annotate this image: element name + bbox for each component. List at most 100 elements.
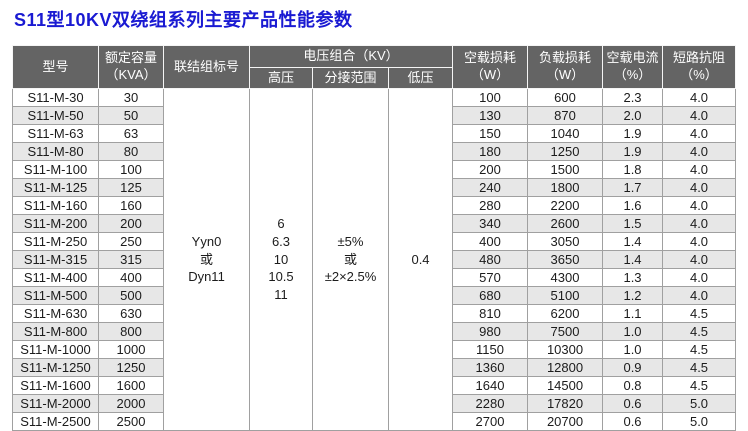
cell-capacity: 2500 <box>98 412 164 431</box>
table-row: S11-M-160 160 280 2200 1.6 4.0 <box>12 196 737 215</box>
cell-model: S11-M-630 <box>12 304 99 323</box>
col-header-no-load-current: 空载电流 （%） <box>602 45 664 89</box>
cell-no-load-current: 2.0 <box>602 106 664 125</box>
cell-load-loss: 2200 <box>527 196 604 215</box>
cell-capacity: 800 <box>98 322 164 341</box>
col-header-short-circuit: 短路抗阻 （%） <box>662 45 737 89</box>
col-header-model: 型号 <box>12 45 99 89</box>
cell-capacity: 500 <box>98 286 164 305</box>
cell-no-load-current: 1.2 <box>602 286 664 305</box>
table-row: S11-M-800 800 980 7500 1.0 4.5 <box>12 322 737 341</box>
cell-load-loss: 1250 <box>527 142 604 161</box>
cell-short-circuit: 4.0 <box>662 196 737 215</box>
cell-no-load-current: 0.6 <box>602 412 664 431</box>
col-header-load-loss: 负载损耗 （W） <box>527 45 604 89</box>
cell-load-loss: 6200 <box>527 304 604 323</box>
table-row: S11-M-2500 2500 2700 20700 0.6 5.0 <box>12 412 737 431</box>
cell-no-load-current: 1.4 <box>602 250 664 269</box>
cell-no-load-loss: 280 <box>452 196 529 215</box>
cell-model: S11-M-80 <box>12 142 99 161</box>
cell-merged-low-voltage: 0.4 <box>387 88 454 431</box>
cell-load-loss: 10300 <box>527 340 604 359</box>
cell-model: S11-M-800 <box>12 322 99 341</box>
cell-no-load-current: 1.9 <box>602 142 664 161</box>
cell-model: S11-M-160 <box>12 196 99 215</box>
table-row: S11-M-80 80 180 1250 1.9 4.0 <box>12 142 737 161</box>
cell-load-loss: 20700 <box>527 412 604 431</box>
cell-no-load-current: 1.7 <box>602 178 664 197</box>
cell-capacity: 400 <box>98 268 164 287</box>
cell-no-load-loss: 200 <box>452 160 529 179</box>
table-row: S11-M-1250 1250 1360 12800 0.9 4.5 <box>12 358 737 377</box>
col-header-high-voltage: 高压 <box>249 67 313 89</box>
cell-no-load-loss: 1150 <box>452 340 529 359</box>
cell-model: S11-M-63 <box>12 124 99 143</box>
cell-model: S11-M-200 <box>12 214 99 233</box>
cell-capacity: 160 <box>98 196 164 215</box>
cell-no-load-loss: 150 <box>452 124 529 143</box>
cell-short-circuit: 4.5 <box>662 322 737 341</box>
cell-no-load-current: 1.5 <box>602 214 664 233</box>
cell-model: S11-M-30 <box>12 88 99 107</box>
cell-model: S11-M-50 <box>12 106 99 125</box>
cell-model: S11-M-125 <box>12 178 99 197</box>
cell-no-load-current: 1.0 <box>602 340 664 359</box>
cell-no-load-loss: 480 <box>452 250 529 269</box>
table-row: S11-M-630 630 810 6200 1.1 4.5 <box>12 304 737 323</box>
cell-no-load-loss: 100 <box>452 88 529 107</box>
cell-capacity: 100 <box>98 160 164 179</box>
cell-model: S11-M-1250 <box>12 358 99 377</box>
cell-load-loss: 870 <box>527 106 604 125</box>
cell-merged-tap-range: ±5% 或 ±2×2.5% <box>312 88 389 431</box>
table-header: 型号 额定容量 （KVA） 联结组标号 电压组合（KV） 空载损耗 （W） 负载… <box>12 45 737 89</box>
cell-no-load-current: 0.6 <box>602 394 664 413</box>
cell-no-load-loss: 1360 <box>452 358 529 377</box>
table-row: S11-M-200 200 340 2600 1.5 4.0 <box>12 214 737 233</box>
cell-no-load-loss: 240 <box>452 178 529 197</box>
cell-capacity: 2000 <box>98 394 164 413</box>
cell-short-circuit: 4.0 <box>662 286 737 305</box>
cell-no-load-current: 1.6 <box>602 196 664 215</box>
cell-no-load-current: 1.0 <box>602 322 664 341</box>
cell-model: S11-M-2000 <box>12 394 99 413</box>
table-row: S11-M-30 30 Yyn0 或 Dyn11 6 6.3 10 10.5 11 ±5… <box>12 88 737 431</box>
cell-model: S11-M-1000 <box>12 340 99 359</box>
cell-capacity: 50 <box>98 106 164 125</box>
cell-model: S11-M-400 <box>12 268 99 287</box>
cell-model: S11-M-2500 <box>12 412 99 431</box>
cell-capacity: 1250 <box>98 358 164 377</box>
cell-load-loss: 17820 <box>527 394 604 413</box>
cell-short-circuit: 4.5 <box>662 340 737 359</box>
cell-model: S11-M-315 <box>12 250 99 269</box>
spec-table: 型号 额定容量 （KVA） 联结组标号 电压组合（KV） 空载损耗 （W） 负载… <box>12 45 737 431</box>
cell-load-loss: 1800 <box>527 178 604 197</box>
cell-capacity: 200 <box>98 214 164 233</box>
cell-capacity: 1600 <box>98 376 164 395</box>
table-row: S11-M-100 100 200 1500 1.8 4.0 <box>12 160 737 179</box>
cell-short-circuit: 4.0 <box>662 232 737 251</box>
cell-no-load-current: 1.9 <box>602 124 664 143</box>
table-row: S11-M-125 125 240 1800 1.7 4.0 <box>12 178 737 197</box>
cell-short-circuit: 4.0 <box>662 214 737 233</box>
cell-capacity: 250 <box>98 232 164 251</box>
cell-short-circuit: 4.5 <box>662 376 737 395</box>
cell-capacity: 63 <box>98 124 164 143</box>
cell-capacity: 80 <box>98 142 164 161</box>
cell-no-load-loss: 340 <box>452 214 529 233</box>
cell-model: S11-M-100 <box>12 160 99 179</box>
cell-load-loss: 4300 <box>527 268 604 287</box>
cell-capacity: 630 <box>98 304 164 323</box>
cell-no-load-current: 1.4 <box>602 232 664 251</box>
cell-short-circuit: 4.0 <box>662 250 737 269</box>
cell-short-circuit: 4.5 <box>662 304 737 323</box>
cell-load-loss: 3650 <box>527 250 604 269</box>
cell-no-load-loss: 680 <box>452 286 529 305</box>
cell-no-load-loss: 2280 <box>452 394 529 413</box>
cell-no-load-current: 1.3 <box>602 268 664 287</box>
cell-model: S11-M-500 <box>12 286 99 305</box>
cell-short-circuit: 4.0 <box>662 106 737 125</box>
table-row: S11-M-1600 1600 1640 14500 0.8 4.5 <box>12 376 737 395</box>
cell-merged-connection: Yyn0 或 Dyn11 <box>163 88 250 431</box>
cell-no-load-loss: 130 <box>452 106 529 125</box>
col-header-connection: 联结组标号 <box>163 45 250 89</box>
